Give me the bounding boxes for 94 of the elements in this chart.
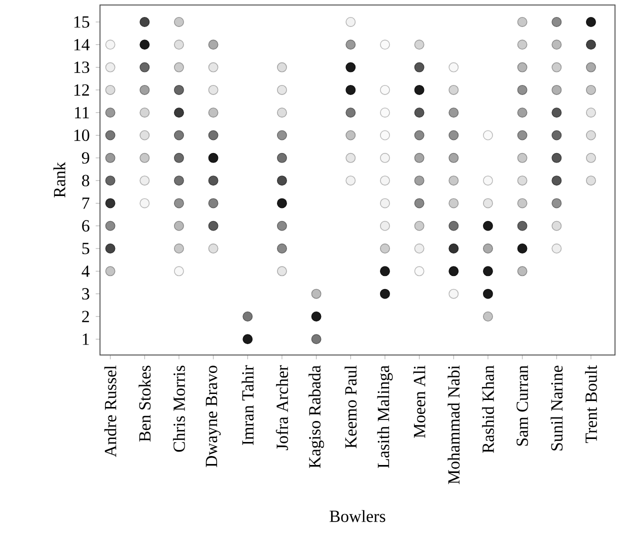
point [174,220,184,231]
x-tick-label: Keemo Paul [344,365,357,448]
point [140,198,150,208]
point [276,130,287,140]
point [552,198,562,208]
x-tick-label: Sam Curran [516,365,528,446]
point [208,108,218,118]
point [448,152,459,163]
point [448,130,459,140]
x-tick-label: Jofra Archer [276,365,288,450]
point [208,176,218,186]
point [380,266,390,276]
x-tick-label: Trent Boult [584,365,597,444]
point [552,176,562,186]
point [448,244,459,254]
x-tick-label: Sunil Narine [550,366,563,450]
y-tick-label: 14 [74,39,90,50]
x-tick-label: Kagiso Rabada [308,365,324,468]
y-tick-label: 7 [82,198,90,209]
point [414,40,424,50]
y-tick-label: 8 [82,174,90,186]
y-tick-label: 4 [82,266,90,277]
point [276,220,287,231]
point [105,40,116,50]
x-tick-label: Ben Stokes [138,366,151,442]
point [208,198,218,208]
point [380,288,390,299]
point [482,176,493,186]
x-tick-label: Rashid Khan [482,365,494,453]
x-tick-label: Chris Morris [172,366,185,452]
point [517,130,528,140]
point [174,108,184,118]
x-tick-label: Mohammad Nabi [448,365,460,484]
x-tick-label: Moeen Ali [413,365,426,438]
point [380,198,390,208]
point [174,152,184,163]
x-tick-label: Imran Tahir [242,365,254,445]
point [517,16,528,27]
y-tick-label: 2 [82,310,89,322]
point [276,176,287,186]
point [208,40,218,50]
point [174,16,184,27]
point [346,130,356,140]
point [414,244,424,254]
point [174,40,184,50]
y-tick-label: 12 [74,84,89,96]
y-tick-label: 9 [82,152,90,164]
point [448,266,459,276]
y-tick-label: 11 [75,106,89,118]
y-tick-label: 5 [82,242,90,254]
point [482,288,493,299]
point [517,220,528,231]
x-tick-label: Lasith Malinga [377,365,393,468]
point [448,62,459,72]
point [174,84,184,95]
point [552,84,562,95]
point [414,152,424,163]
point [552,40,562,50]
x-tick-label: Andre Russel [104,365,116,458]
point [105,198,116,208]
x-axis-title: Bowlers [330,510,386,522]
point [208,84,218,95]
point [208,220,218,231]
point [346,176,356,186]
point [552,130,562,140]
point [482,266,493,276]
y-tick-label: 3 [82,288,90,300]
point [346,16,356,27]
point [174,198,184,208]
point [552,62,562,72]
y-axis-title: Rank [53,162,66,198]
x-tick-label: Dwayne Bravo [206,366,221,468]
point [448,288,459,299]
y-tick-label: 15 [74,16,90,28]
point [276,84,287,95]
point [482,311,493,322]
point [105,220,116,231]
point [140,62,150,72]
point [586,40,596,50]
y-tick-label: 6 [82,220,90,232]
point [552,244,562,254]
point [105,176,116,186]
point [174,62,184,72]
point [517,108,528,118]
point [517,62,528,72]
y-tick-label: 13 [74,62,90,74]
y-tick-label: 1 [82,334,89,345]
point [380,40,390,50]
point [140,84,150,95]
point [174,266,184,276]
point [552,220,562,231]
y-tick-label: 10 [74,130,90,141]
point [414,176,424,186]
point [448,220,459,231]
